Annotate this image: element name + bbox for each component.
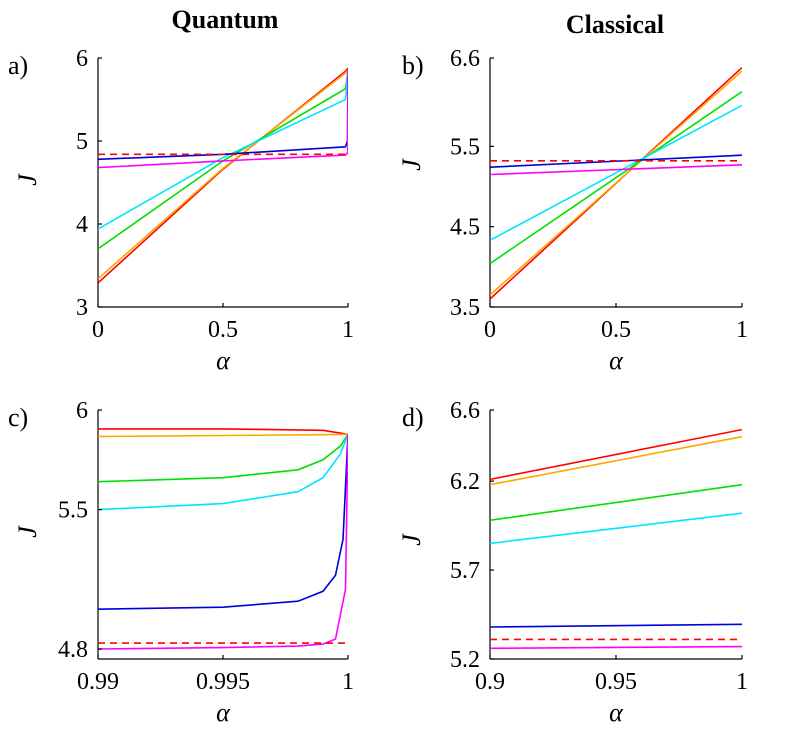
series-line-blue bbox=[490, 623, 742, 628]
y-axis-label: J bbox=[397, 533, 426, 546]
y-tick-label: 5.5 bbox=[450, 134, 480, 160]
x-tick-label: 0.9 bbox=[475, 669, 505, 695]
series-group bbox=[98, 428, 348, 650]
y-tick-label: 3 bbox=[76, 295, 88, 321]
chart-panel-2: 0 0.5 1 3.5 4.5 5.5 6.6 b) α J bbox=[397, 46, 748, 375]
series-line-magenta bbox=[490, 645, 742, 650]
x-axis-label: α bbox=[216, 698, 231, 727]
series-line-magenta bbox=[490, 164, 742, 176]
y-axis-label: J bbox=[397, 158, 426, 171]
panel-label: c) bbox=[8, 403, 28, 432]
series-line-magenta bbox=[98, 434, 348, 650]
series-line-cyan bbox=[490, 512, 742, 545]
series-line-magenta bbox=[98, 70, 348, 169]
x-tick-label: 1 bbox=[736, 669, 748, 695]
y-tick-label: 4.5 bbox=[450, 215, 480, 241]
series-group bbox=[490, 428, 742, 650]
series-group bbox=[490, 67, 742, 300]
chart-panel-3: 0.99 0.995 1 4.8 5.5 6 c) α J bbox=[8, 398, 354, 727]
y-tick-label: 5.7 bbox=[450, 558, 480, 584]
x-axis-label: α bbox=[216, 346, 231, 375]
y-axis-label: J bbox=[13, 173, 42, 186]
y-tick-label: 4 bbox=[76, 212, 88, 238]
chart-panel-4: 0.9 0.95 1 5.2 5.7 6.2 6.6 d) α J bbox=[397, 398, 748, 727]
series-line-green bbox=[98, 70, 348, 250]
series-line-blue bbox=[98, 70, 348, 161]
y-tick-label: 4.8 bbox=[58, 637, 88, 663]
series-line-orange bbox=[490, 435, 742, 486]
chart-panel-1: 0 0.5 1 3 4 5 6 a) α J bbox=[8, 46, 354, 375]
series-line-red bbox=[98, 428, 348, 436]
series-line-cyan bbox=[98, 434, 348, 511]
x-axis-label: α bbox=[609, 698, 624, 727]
x-tick-label: 0 bbox=[484, 317, 496, 343]
series-line-cyan bbox=[490, 104, 742, 242]
x-tick-label: 1 bbox=[342, 669, 354, 695]
series-group bbox=[98, 67, 348, 284]
y-tick-label: 6 bbox=[76, 398, 88, 424]
x-tick-label: 0.5 bbox=[601, 317, 631, 343]
x-tick-label: 0.99 bbox=[77, 669, 119, 695]
x-tick-label: 0 bbox=[92, 317, 104, 343]
y-tick-label: 5.2 bbox=[450, 647, 480, 673]
y-tick-label: 6.6 bbox=[450, 398, 480, 424]
y-tick-label: 6.6 bbox=[450, 46, 480, 72]
y-tick-label: 6.2 bbox=[450, 469, 480, 495]
x-tick-label: 1 bbox=[736, 317, 748, 343]
series-line-orange bbox=[98, 69, 348, 280]
series-line-orange bbox=[98, 433, 348, 438]
x-tick-label: 0.995 bbox=[196, 669, 250, 695]
y-tick-label: 6 bbox=[76, 46, 88, 72]
x-tick-label: 0.95 bbox=[595, 669, 637, 695]
y-tick-label: 3.5 bbox=[450, 295, 480, 321]
x-tick-label: 1 bbox=[342, 317, 354, 343]
series-line-cyan bbox=[98, 70, 348, 230]
series-line-orange bbox=[490, 70, 742, 296]
x-axis-label: α bbox=[609, 346, 624, 375]
column-title-quantum: Quantum bbox=[172, 5, 279, 34]
y-axis-label: J bbox=[13, 525, 42, 538]
series-line-green bbox=[490, 483, 742, 522]
series-line-green bbox=[98, 433, 348, 483]
y-tick-label: 5.5 bbox=[58, 498, 88, 524]
y-tick-label: 5 bbox=[76, 129, 88, 155]
column-title-classical: Classical bbox=[566, 10, 664, 39]
panel-label: a) bbox=[8, 51, 28, 80]
panel-label: b) bbox=[402, 51, 424, 80]
x-tick-label: 0.5 bbox=[208, 317, 238, 343]
panel-label: d) bbox=[402, 403, 424, 432]
series-line-green bbox=[490, 91, 742, 265]
series-line-red bbox=[490, 428, 742, 481]
series-line-blue bbox=[98, 434, 348, 610]
